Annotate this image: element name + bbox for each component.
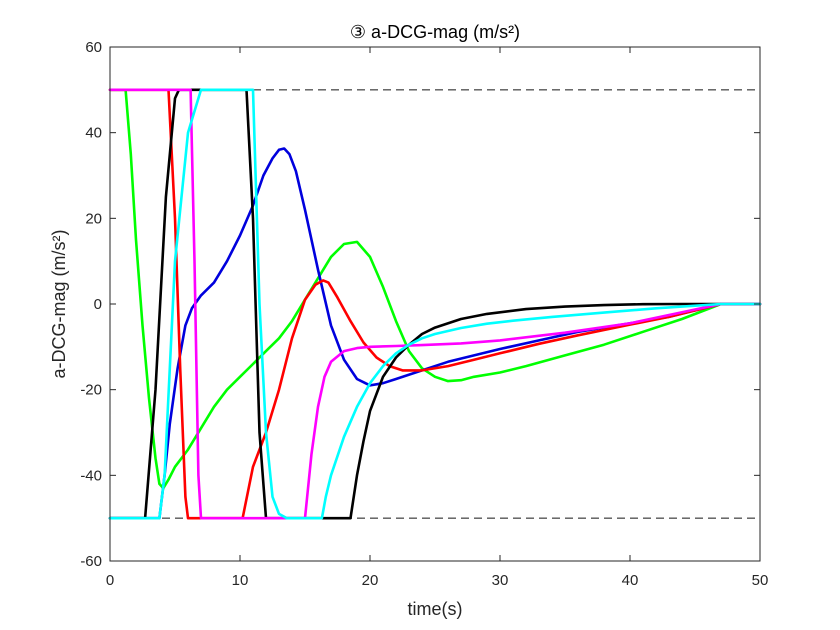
- x-tick-label: 0: [106, 572, 114, 589]
- series-line-blue: [108, 147, 762, 520]
- x-tick-label: 10: [232, 572, 249, 589]
- x-tick-label: 30: [492, 572, 509, 589]
- series-line-magenta: [108, 88, 762, 520]
- chart-title: ③ a-DCG-mag (m/s²): [350, 22, 520, 42]
- series-line-cyan: [108, 88, 762, 520]
- y-tick-label: 40: [85, 125, 102, 142]
- series-line-black: [108, 88, 762, 520]
- x-tick-label: 20: [362, 572, 379, 589]
- y-tick-label: 20: [85, 210, 102, 227]
- y-tick-label: -60: [80, 553, 102, 570]
- x-axis-label: time(s): [408, 599, 463, 619]
- y-tick-label: -40: [80, 467, 102, 484]
- y-axis-label: a-DCG-mag (m/s²): [49, 230, 69, 379]
- x-tick-label: 50: [752, 572, 769, 589]
- x-tick-label: 40: [622, 572, 639, 589]
- y-tick-label: 0: [94, 296, 102, 313]
- y-tick-label: -20: [80, 382, 102, 399]
- series-layer: [108, 88, 762, 520]
- axis-ticks: 0 10 20 30 40 50 -60 -40 -20 0 20 40 60: [80, 39, 768, 589]
- series-line-red: [108, 88, 762, 520]
- y-tick-label: 60: [85, 39, 102, 56]
